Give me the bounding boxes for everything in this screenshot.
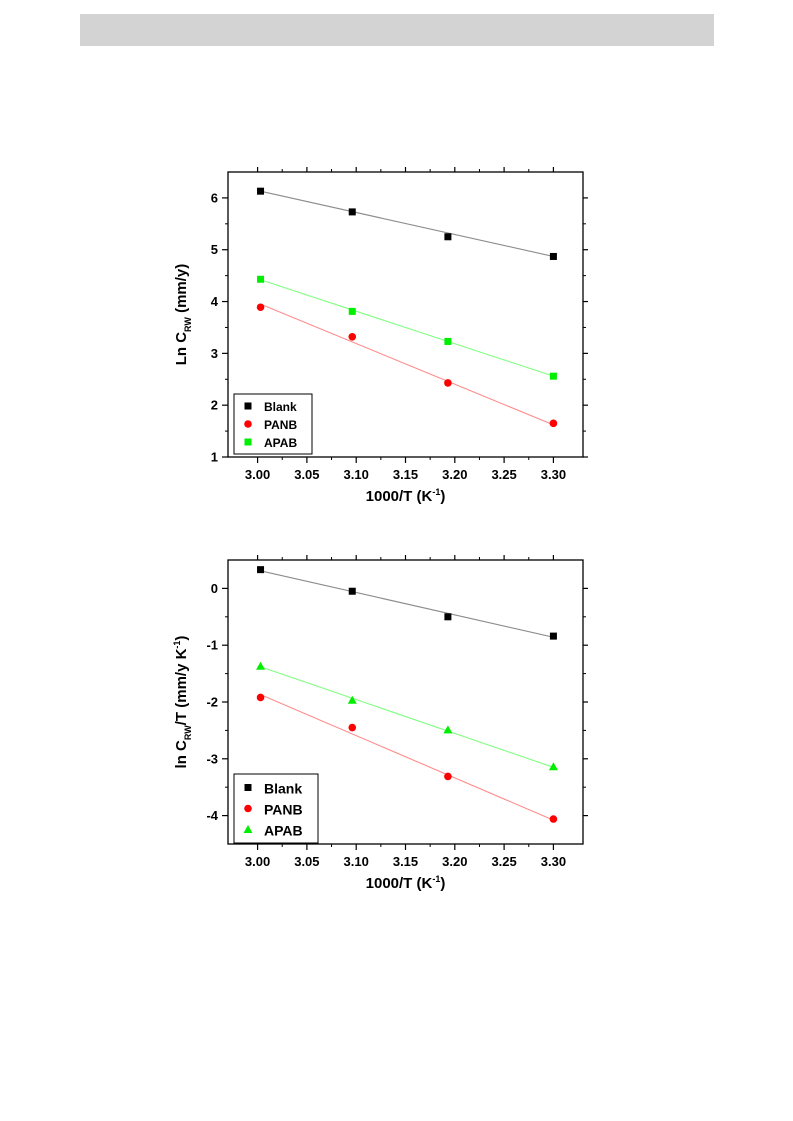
- x-tick-label: 3.15: [393, 467, 418, 482]
- y-tick-label: -2: [206, 695, 218, 710]
- data-point-blank: [444, 613, 452, 621]
- fit-line-blank: [260, 570, 554, 638]
- fit-line-panb: [260, 694, 554, 821]
- page-header-bar: [80, 14, 714, 46]
- legend-marker-apab: [244, 438, 252, 446]
- y-tick-label: 0: [211, 581, 218, 596]
- y-tick-label: 6: [211, 190, 218, 205]
- data-point-apab: [443, 725, 453, 734]
- legend-marker-blank: [244, 402, 252, 410]
- fit-line-apab: [260, 666, 554, 768]
- legend-label-apab: APAB: [264, 823, 303, 839]
- data-point-panb: [549, 419, 558, 428]
- fit-line-apab: [260, 279, 554, 377]
- y-tick-label: -1: [206, 638, 218, 653]
- x-tick-label: 3.10: [344, 854, 369, 869]
- legend-marker-apab: [243, 825, 253, 833]
- data-point-blank: [257, 187, 265, 195]
- data-point-panb: [256, 303, 265, 312]
- y-tick-label: -4: [206, 808, 218, 823]
- data-point-blank: [444, 233, 452, 241]
- data-point-panb: [348, 332, 357, 341]
- data-point-apab: [348, 307, 356, 315]
- y-tick-label: 5: [211, 242, 218, 257]
- data-point-blank: [348, 208, 356, 216]
- y-tick-label: -3: [206, 751, 218, 766]
- legend-marker-panb: [244, 804, 252, 813]
- x-axis-title: 1000/T (K-1): [366, 874, 446, 892]
- fit-line-panb: [260, 303, 554, 426]
- data-point-panb: [444, 379, 452, 387]
- x-tick-label: 3.15: [393, 854, 418, 869]
- x-tick-label: 3.20: [442, 467, 467, 482]
- data-point-panb: [348, 723, 357, 732]
- y-tick-label: 2: [211, 398, 218, 413]
- x-tick-label: 3.00: [245, 467, 270, 482]
- x-tick-label: 3.30: [541, 854, 566, 869]
- legend-label-panb: PANB: [264, 802, 303, 818]
- y-tick-label: 1: [211, 450, 218, 465]
- data-point-apab: [548, 762, 558, 771]
- transition-state-chart: 3.00 3.05 3.10 3.15 3.20 3.25 3.30 -4 -3 -2 -1 0 100…: [150, 548, 610, 894]
- x-tick-label: 3.25: [491, 467, 516, 482]
- data-point-panb: [549, 815, 558, 823]
- legend-label-apab: APAB: [264, 436, 297, 450]
- legend-marker-blank: [244, 784, 252, 791]
- legend-label-panb: PANB: [264, 418, 297, 432]
- data-point-panb: [444, 772, 452, 781]
- y-axis-title: ln CRW/T (mm/y K-1): [172, 636, 193, 769]
- x-tick-label: 3.05: [294, 467, 319, 482]
- data-point-apab: [347, 695, 357, 704]
- data-point-panb: [256, 693, 265, 702]
- x-tick-label: 3.00: [245, 854, 270, 869]
- data-point-blank: [348, 587, 356, 595]
- data-point-apab: [256, 661, 266, 670]
- legend-label-blank: Blank: [264, 400, 297, 414]
- x-tick-label: 3.10: [344, 467, 369, 482]
- data-point-apab: [444, 337, 452, 345]
- legend-marker-panb: [244, 420, 252, 428]
- x-tick-label: 3.30: [541, 467, 566, 482]
- data-point-blank: [549, 252, 557, 260]
- x-tick-label: 3.20: [442, 854, 467, 869]
- y-axis-title: Ln CRW (mm/y): [173, 264, 193, 366]
- data-point-blank: [257, 566, 265, 574]
- arrhenius-chart: 3.00 3.05 3.10 3.15 3.20 3.25 3.30 1 2 3 4 5 6 1000/T…: [150, 155, 610, 515]
- x-axis-title: 1000/T (K-1): [366, 487, 446, 505]
- transition-state-chart-svg: 3.00 3.05 3.10 3.15 3.20 3.25 3.30 -4 -3 -2 -1 0 100…: [172, 555, 588, 892]
- arrhenius-chart-svg: 3.00 3.05 3.10 3.15 3.20 3.25 3.30 1 2 3 4 5 6 1000/T…: [173, 167, 588, 505]
- y-tick-label: 4: [211, 294, 219, 309]
- data-point-blank: [549, 632, 557, 640]
- legend-label-blank: Blank: [264, 781, 302, 797]
- data-point-apab: [257, 275, 265, 283]
- x-tick-label: 3.05: [294, 854, 319, 869]
- data-point-apab: [549, 372, 557, 380]
- fit-line-blank: [260, 190, 554, 258]
- y-tick-label: 3: [211, 346, 218, 361]
- x-tick-label: 3.25: [491, 854, 516, 869]
